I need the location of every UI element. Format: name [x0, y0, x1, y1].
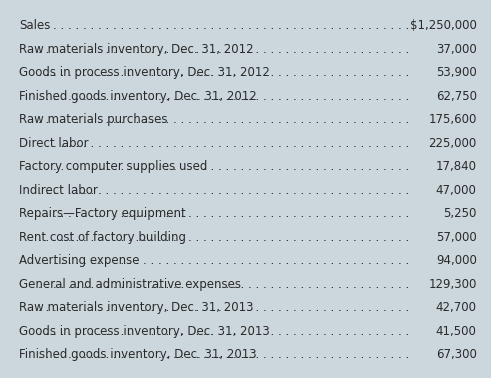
Text: 41,500: 41,500 — [436, 325, 477, 338]
Text: Sales: Sales — [19, 19, 51, 32]
Text: Finished goods inventory, Dec. 31, 2013: Finished goods inventory, Dec. 31, 2013 — [19, 348, 257, 361]
Text: . . . . . . . . . . . . . . . . . . . . . . . . . . . . . . . . . . . . . . . . : . . . . . . . . . . . . . . . . . . . . … — [38, 113, 413, 126]
Text: 129,300: 129,300 — [428, 278, 477, 291]
Text: 53,900: 53,900 — [436, 66, 477, 79]
Text: Raw materials inventory, Dec. 31, 2012: Raw materials inventory, Dec. 31, 2012 — [19, 43, 254, 56]
Text: 47,000: 47,000 — [436, 184, 477, 197]
Text: . . . . . . . . . . . . . . . . . . . . . . . . . . . . . . . . . . . . . . . . : . . . . . . . . . . . . . . . . . . . . … — [38, 254, 413, 267]
Text: . . . . . . . . . . . . . . . . . . . . . . . . . . . . . . . . . . . . . . . . : . . . . . . . . . . . . . . . . . . . . … — [38, 348, 413, 361]
Text: Factory computer supplies used: Factory computer supplies used — [19, 160, 208, 173]
Text: . . . . . . . . . . . . . . . . . . . . . . . . . . . . . . . . . . . . . . . . : . . . . . . . . . . . . . . . . . . . . … — [38, 160, 413, 173]
Text: . . . . . . . . . . . . . . . . . . . . . . . . . . . . . . . . . . . . . . . . : . . . . . . . . . . . . . . . . . . . . … — [38, 231, 413, 244]
Text: . . . . . . . . . . . . . . . . . . . . . . . . . . . . . . . . . . . . . . . . : . . . . . . . . . . . . . . . . . . . . … — [38, 43, 413, 56]
Text: . . . . . . . . . . . . . . . . . . . . . . . . . . . . . . . . . . . . . . . . : . . . . . . . . . . . . . . . . . . . . … — [38, 301, 413, 314]
Text: Goods in process inventory, Dec. 31, 2012: Goods in process inventory, Dec. 31, 201… — [19, 66, 270, 79]
Text: Goods in process inventory, Dec. 31, 2013: Goods in process inventory, Dec. 31, 201… — [19, 325, 270, 338]
Text: 62,750: 62,750 — [436, 90, 477, 103]
Text: . . . . . . . . . . . . . . . . . . . . . . . . . . . . . . . . . . . . . . . . : . . . . . . . . . . . . . . . . . . . . … — [38, 66, 413, 79]
Text: 67,300: 67,300 — [436, 348, 477, 361]
Text: Repairs—Factory equipment: Repairs—Factory equipment — [19, 207, 186, 220]
Text: . . . . . . . . . . . . . . . . . . . . . . . . . . . . . . . . . . . . . . . . : . . . . . . . . . . . . . . . . . . . . … — [38, 278, 413, 291]
Text: . . . . . . . . . . . . . . . . . . . . . . . . . . . . . . . . . . . . . . . . : . . . . . . . . . . . . . . . . . . . . … — [38, 325, 413, 338]
Text: $1,250,000: $1,250,000 — [410, 19, 477, 32]
Text: Raw materials inventory, Dec. 31, 2013: Raw materials inventory, Dec. 31, 2013 — [19, 301, 254, 314]
Text: 17,840: 17,840 — [436, 160, 477, 173]
Text: Rent cost of factory building: Rent cost of factory building — [19, 231, 186, 244]
Text: . . . . . . . . . . . . . . . . . . . . . . . . . . . . . . . . . . . . . . . . : . . . . . . . . . . . . . . . . . . . . … — [38, 207, 413, 220]
Text: Advertising expense: Advertising expense — [19, 254, 139, 267]
Text: 225,000: 225,000 — [429, 137, 477, 150]
Text: . . . . . . . . . . . . . . . . . . . . . . . . . . . . . . . . . . . . . . . . : . . . . . . . . . . . . . . . . . . . . … — [38, 19, 413, 32]
Text: 57,000: 57,000 — [436, 231, 477, 244]
Text: Raw materials purchases: Raw materials purchases — [19, 113, 167, 126]
Text: Direct labor: Direct labor — [19, 137, 89, 150]
Text: . . . . . . . . . . . . . . . . . . . . . . . . . . . . . . . . . . . . . . . . : . . . . . . . . . . . . . . . . . . . . … — [38, 137, 413, 150]
Text: 42,700: 42,700 — [436, 301, 477, 314]
Text: 175,600: 175,600 — [428, 113, 477, 126]
Text: . . . . . . . . . . . . . . . . . . . . . . . . . . . . . . . . . . . . . . . . : . . . . . . . . . . . . . . . . . . . . … — [38, 184, 413, 197]
Text: 5,250: 5,250 — [443, 207, 477, 220]
Text: Finished goods inventory, Dec. 31, 2012: Finished goods inventory, Dec. 31, 2012 — [19, 90, 257, 103]
Text: Indirect labor: Indirect labor — [19, 184, 98, 197]
Text: 37,000: 37,000 — [436, 43, 477, 56]
Text: 94,000: 94,000 — [436, 254, 477, 267]
Text: General and administrative expenses: General and administrative expenses — [19, 278, 241, 291]
Text: . . . . . . . . . . . . . . . . . . . . . . . . . . . . . . . . . . . . . . . . : . . . . . . . . . . . . . . . . . . . . … — [38, 90, 413, 103]
